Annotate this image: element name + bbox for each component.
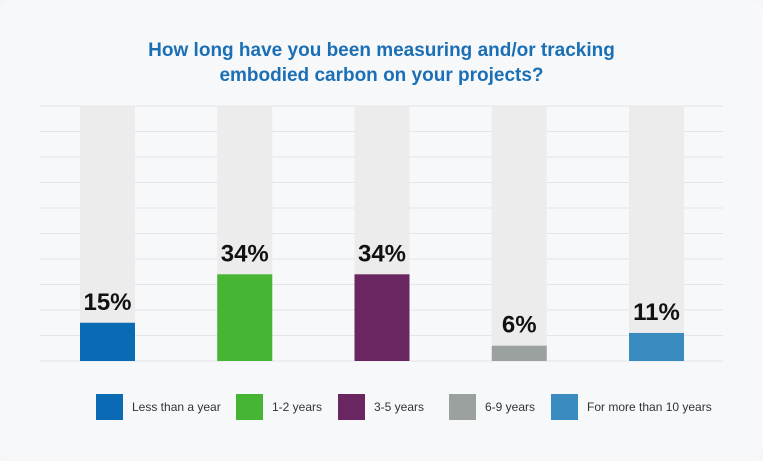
legend-item-less-than-a-year: Less than a year — [96, 394, 221, 420]
legend-item-6-9-years: 6-9 years — [449, 394, 535, 420]
legend-item-3-5-years: 3-5 years — [338, 394, 424, 420]
data-label: 34% — [221, 240, 269, 267]
legend-swatch-6-9-years — [449, 394, 476, 420]
bar-track — [629, 106, 684, 361]
legend-item-more-than-10-years: For more than 10 years — [551, 394, 712, 420]
bar — [629, 332, 684, 361]
bar-track — [491, 106, 547, 361]
data-label: 11% — [633, 299, 680, 326]
data-label: 6% — [502, 312, 537, 339]
legend-label-less-than-a-year: Less than a year — [132, 400, 221, 414]
legend-swatch-3-5-years — [338, 394, 365, 420]
legend-label-1-2-years: 1-2 years — [272, 400, 323, 414]
legend-swatch-more-than-10-years — [551, 394, 578, 420]
bar-track — [80, 106, 135, 361]
data-label: 34% — [358, 240, 406, 267]
legend-label-6-9-years: 6-9 years — [485, 400, 536, 414]
bar — [80, 322, 135, 361]
bar — [491, 345, 547, 361]
chart-title: How long have you been measuring and/or … — [0, 38, 763, 88]
legend-label-more-than-10-years: For more than 10 years — [587, 400, 712, 414]
legend-label-3-5-years: 3-5 years — [374, 400, 425, 414]
chart-title-line-2: embodied carbon on your projects? — [219, 65, 544, 86]
legend-item-1-2-years: 1-2 years — [236, 394, 322, 420]
legend-swatch-less-than-a-year — [96, 394, 123, 420]
bar — [354, 274, 410, 361]
data-label: 15% — [83, 289, 131, 316]
legend-swatch-1-2-years — [236, 394, 263, 420]
bar — [217, 274, 273, 361]
chart-title-line-1: How long have you been measuring and/or … — [148, 40, 615, 61]
